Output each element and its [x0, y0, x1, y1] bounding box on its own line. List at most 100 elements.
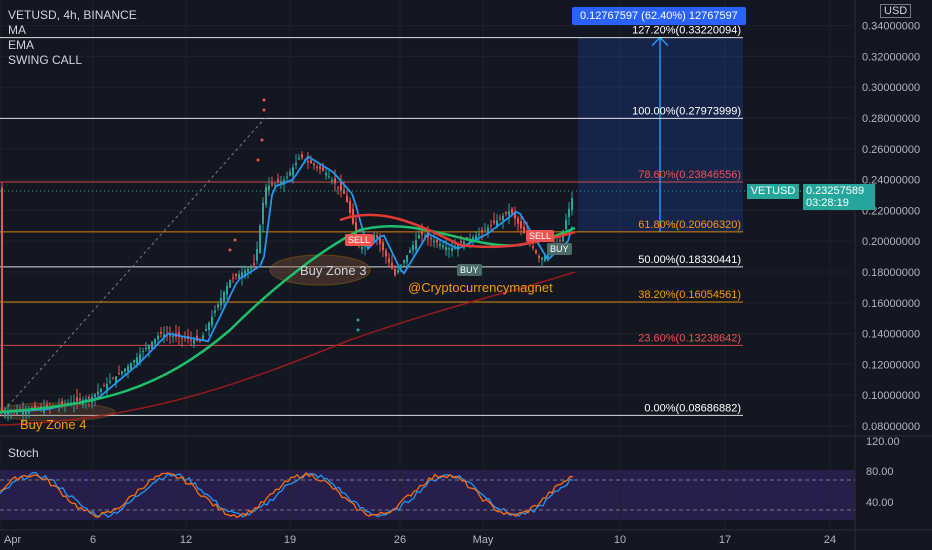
- candle-body: [298, 158, 300, 160]
- candle-body: [478, 234, 480, 236]
- candle-body: [265, 186, 267, 205]
- candle-body: [544, 255, 546, 261]
- candle-body: [340, 182, 342, 191]
- price-tick-label: 0.32000000: [862, 51, 920, 63]
- swing-dot: [256, 158, 260, 162]
- candle-body: [409, 250, 411, 254]
- candle-body: [250, 266, 252, 269]
- candle-body: [244, 270, 246, 277]
- candle-body: [523, 226, 525, 234]
- indicator-swing-call[interactable]: SWING CALL: [8, 53, 83, 67]
- candle-body: [313, 163, 315, 166]
- candle-body: [565, 219, 567, 230]
- current-price-badge: VETUSD 0.23257589 03:28:19: [747, 184, 875, 210]
- candle-body: [118, 373, 120, 375]
- candle-body: [487, 227, 489, 234]
- candle-body: [445, 246, 447, 250]
- candle-body: [238, 274, 240, 279]
- candle-body: [397, 270, 399, 273]
- candle-body: [514, 211, 516, 219]
- candle-body: [7, 411, 9, 416]
- candle-body: [394, 268, 396, 276]
- candle-body: [517, 218, 519, 224]
- candle-body: [424, 236, 426, 238]
- time-tick-label: 26: [394, 534, 406, 546]
- candle-body: [247, 268, 249, 272]
- candle-body: [484, 229, 486, 231]
- price-tick-label: 0.14000000: [862, 329, 920, 341]
- candle-body: [403, 260, 405, 263]
- candle-body: [103, 385, 105, 387]
- current-price-symbol: VETUSD: [747, 184, 799, 199]
- fib-level-label: 0.00%(0.08686882): [644, 402, 741, 414]
- price-tick-label: 0.12000000: [862, 359, 920, 371]
- candle-body: [142, 351, 144, 353]
- candle-body: [208, 322, 210, 331]
- time-tick-label: 24: [824, 534, 836, 546]
- candle-body: [433, 240, 435, 243]
- candle-body: [430, 238, 432, 240]
- swing-dot: [356, 328, 360, 332]
- candle-body: [115, 376, 117, 383]
- candle-body: [535, 250, 537, 254]
- candle-body: [502, 215, 504, 221]
- candle-body: [130, 363, 132, 370]
- candle-body: [256, 248, 258, 261]
- buy-zone-3-label: Buy Zone 3: [300, 263, 367, 278]
- candle-body: [205, 328, 207, 331]
- measure-tool-label[interactable]: 0.12767597 (62.40%) 12767597: [572, 7, 746, 25]
- symbol-title[interactable]: VETUSD, 4h, BINANCE: [8, 8, 137, 22]
- candle-body: [328, 176, 330, 178]
- fib-level-label: 61.80%(0.20606320): [638, 219, 741, 231]
- candle-body: [79, 398, 81, 401]
- price-tick-label: 0.08000000: [862, 421, 920, 433]
- candle-body: [421, 230, 423, 235]
- candle-body: [379, 238, 381, 244]
- candle-body: [151, 341, 153, 349]
- candle-body: [301, 154, 303, 158]
- time-tick-label: 19: [284, 534, 296, 546]
- candle-body: [307, 160, 309, 162]
- candle-body: [274, 183, 276, 185]
- currency-label[interactable]: USD: [880, 4, 912, 18]
- indicator-ema[interactable]: EMA: [8, 38, 35, 52]
- candle-body: [388, 258, 390, 263]
- candle-body: [532, 246, 534, 249]
- candle-body: [148, 344, 150, 350]
- time-tick-label: 12: [180, 534, 192, 546]
- candle-body: [97, 391, 99, 395]
- candle-body: [499, 217, 501, 219]
- candle-body: [163, 334, 165, 338]
- stoch-pane-label[interactable]: Stoch: [8, 446, 39, 460]
- candle-body: [571, 198, 573, 211]
- candle-body: [460, 241, 462, 244]
- swing-dot: [228, 248, 232, 252]
- candle-body: [319, 166, 321, 169]
- stoch-line: [0, 471, 574, 519]
- candle-body: [292, 167, 294, 176]
- buy-signal: BUY: [547, 243, 572, 255]
- candle-body: [241, 272, 243, 278]
- candle-body: [100, 388, 102, 392]
- candle-body: [337, 186, 339, 188]
- price-tick-label: 0.26000000: [862, 144, 920, 156]
- fib-level-label: 23.60%(0.13238642): [638, 332, 741, 344]
- candle-body: [334, 178, 336, 184]
- candle-body: [160, 331, 162, 334]
- candle-body: [481, 229, 483, 232]
- indicator-ma[interactable]: MA: [8, 23, 26, 37]
- candle-body: [331, 179, 333, 181]
- candle-body: [442, 245, 444, 248]
- candle-body: [286, 176, 288, 178]
- candle-body: [355, 222, 357, 235]
- candle-body: [154, 338, 156, 344]
- candle-body: [391, 262, 393, 269]
- candle-body: [310, 160, 312, 164]
- candle-body: [382, 242, 384, 251]
- candle-body: [505, 211, 507, 214]
- candle-body: [343, 189, 345, 194]
- candle-body: [193, 340, 195, 344]
- candle-body: [511, 208, 513, 214]
- price-tick-label: 0.18000000: [862, 267, 920, 279]
